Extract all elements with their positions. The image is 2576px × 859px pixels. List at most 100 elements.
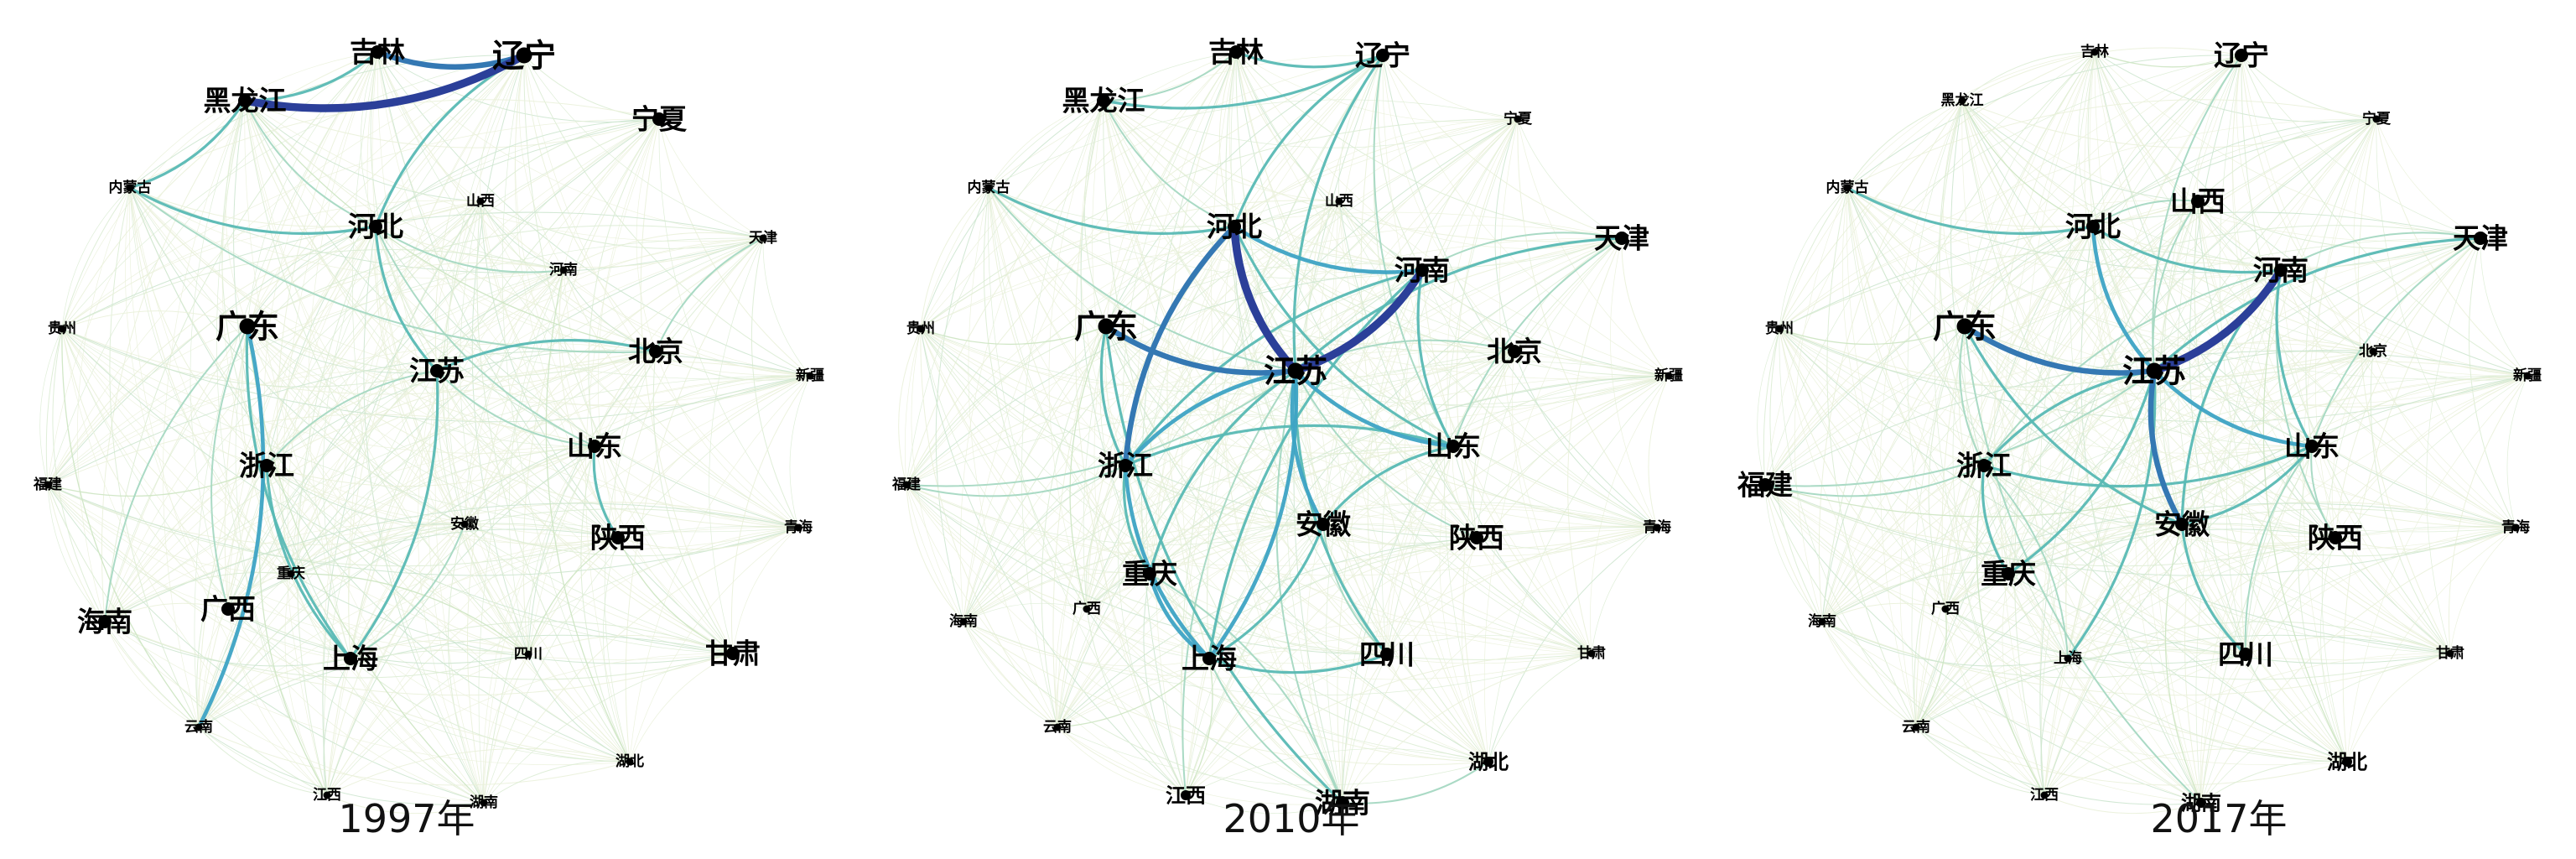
node-黑龙江: 黑龙江 [1062,85,1145,117]
node-dot [1653,523,1661,532]
mesh-edge [61,328,328,796]
mesh-edge [290,573,485,804]
mesh-edge [906,350,1670,486]
node-湖南: 湖南 [2181,791,2221,815]
mesh-edge [920,328,1088,610]
node-label: 山西 [2170,185,2225,218]
mesh-edge [920,328,1210,659]
mesh-edge [1452,445,1478,539]
mesh-edge [129,187,619,539]
node-天津: 天津 [749,229,777,247]
mesh-edge [1821,621,2246,679]
mesh-edge [1511,351,1592,654]
node-四川: 四川 [514,646,543,663]
mesh-edge [1826,187,1917,728]
node-dot [2305,440,2319,453]
edge-江苏-陕西 [1295,370,1478,539]
node-重庆: 重庆 [1981,558,2036,591]
mesh-edge [2200,653,2451,804]
mesh-edge [350,658,631,763]
mesh-edge [1914,465,1985,728]
mesh-edge [750,237,799,528]
mesh-edge [1821,621,2202,804]
mesh-edge [2331,351,2374,539]
mesh-edge [1821,226,2094,622]
mesh-edge [1779,328,1985,466]
node-dot [611,531,625,544]
edge-黑龙江-辽宁 [241,51,528,112]
node-河北: 河北 [1207,211,1262,243]
mesh-edge [2200,351,2374,804]
node-江西: 江西 [313,787,341,804]
mesh-edge [597,118,660,539]
mesh-edge [47,484,485,804]
node-河北: 河北 [348,211,403,243]
edge-河北-江苏 [374,225,439,372]
mesh-edge [1143,573,1187,796]
node-北京: 北京 [2359,342,2387,360]
mesh-edge [709,237,764,654]
mesh-edge [61,328,734,654]
mesh-edge [266,361,811,466]
mesh-edge [104,523,619,622]
mesh-edge [1103,100,1658,528]
mesh-edge [1105,55,1384,327]
mesh-edge [326,269,564,796]
year-title-2010年: 2010年 [1223,796,1359,841]
mesh-edge [2094,51,2528,377]
mesh-edge [1185,527,1658,796]
mesh-edge [2370,351,2451,654]
mesh-edge [290,351,657,575]
mesh-edge [920,328,1489,763]
mesh-edge [1342,237,1623,804]
mesh-edge [2040,658,2069,796]
mesh-edge [1821,621,2045,796]
mesh-edge [47,200,481,486]
mesh-edge [1983,465,2202,804]
mesh-edge [1779,100,1963,330]
mesh-edge [1149,269,1423,575]
node-上海: 上海 [2054,649,2082,667]
node-河南: 河南 [1394,254,1450,287]
mesh-edge [1779,118,2377,330]
mesh-edge [350,269,564,659]
mesh-edge [988,187,1423,279]
mesh-edge [323,658,351,796]
node-北京: 北京 [1487,336,1542,368]
node-江西: 江西 [2030,787,2059,804]
node-label: 内蒙古 [968,179,1010,196]
edge-四川-重庆 [290,573,529,655]
edge-辽宁-山东 [1373,55,1454,447]
node-dot [524,650,532,659]
mesh-edge [983,187,1088,610]
node-dot [902,481,911,489]
node-广西: 广西 [1072,600,1101,617]
mesh-edge [326,794,485,815]
mesh-edge [2067,269,2282,659]
mesh-edge [2197,200,2516,528]
mesh-edge [1779,328,2183,525]
node-陕西: 陕西 [1449,522,1504,554]
node-青海: 青海 [2501,518,2530,536]
node-上海: 上海 [323,643,378,675]
mesh-edge [2153,370,2451,654]
mesh-edge [244,100,799,528]
mesh-edge [1105,325,1658,528]
mesh-edge [196,465,267,728]
node-dot [2511,523,2520,532]
node-dot [984,184,993,192]
node-label: 上海 [1182,643,1237,675]
node-dot [239,318,256,335]
node-dot [726,647,740,660]
mesh-edge [227,226,377,610]
mesh-edge [1185,351,1515,796]
node-label: 广东 [1933,308,1997,346]
node-label: 江西 [1166,784,1206,808]
edge-贵州-云南 [61,328,200,728]
node-吉林: 吉林 [350,36,405,69]
node-label: 湖南 [2181,791,2221,815]
mesh-edge [2280,269,2528,377]
mesh-edge [1915,351,2374,728]
mesh-edge [1517,118,1670,377]
